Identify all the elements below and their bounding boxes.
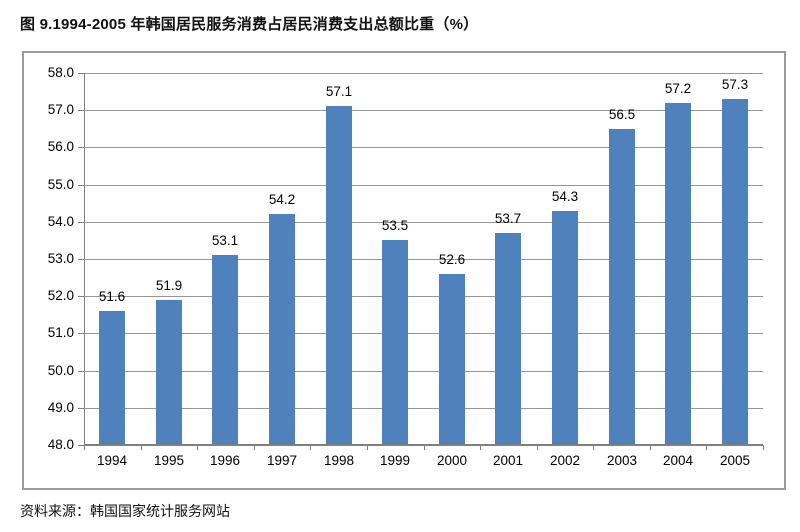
y-axis-tick-label: 50.0 xyxy=(47,363,74,378)
x-axis-category-label: 2004 xyxy=(662,453,694,468)
bar xyxy=(212,255,238,445)
y-gridline xyxy=(84,222,763,223)
bar-data-label: 54.3 xyxy=(551,189,579,204)
y-axis-tick xyxy=(78,445,84,446)
y-axis-tick xyxy=(78,371,84,372)
x-axis-category-label: 1996 xyxy=(209,453,241,468)
bar-data-label: 53.7 xyxy=(494,211,522,226)
bar-data-label: 57.3 xyxy=(721,77,749,92)
figure-source-note: 资料来源：韩国国家统计服务网站 xyxy=(20,503,230,519)
bar-data-label: 54.2 xyxy=(268,192,296,207)
y-axis-tick-label: 57.0 xyxy=(47,102,74,117)
x-axis-tick xyxy=(706,445,707,450)
y-axis-tick-label: 48.0 xyxy=(47,437,74,452)
y-gridline xyxy=(84,296,763,297)
y-axis-tick xyxy=(78,408,84,409)
bar-data-label: 52.6 xyxy=(438,252,466,267)
y-axis-line xyxy=(84,73,85,445)
x-axis-category-label: 1994 xyxy=(96,453,128,468)
x-axis-tick xyxy=(424,445,425,450)
y-gridline xyxy=(84,333,763,334)
x-axis-line xyxy=(84,444,763,446)
y-gridline xyxy=(84,73,763,74)
x-axis-category-label: 1999 xyxy=(379,453,411,468)
y-gridline xyxy=(84,185,763,186)
bar xyxy=(382,240,408,445)
y-axis-tick-label: 52.0 xyxy=(47,288,74,303)
bar xyxy=(269,214,295,445)
y-axis-tick xyxy=(78,110,84,111)
y-axis-tick xyxy=(78,73,84,74)
figure-title: 图 9.1994-2005 年韩国居民服务消费占居民消费支出总额比重（%） xyxy=(20,16,479,33)
bar xyxy=(609,129,635,445)
x-axis-tick xyxy=(254,445,255,450)
y-axis-tick xyxy=(78,296,84,297)
y-axis-tick-label: 49.0 xyxy=(47,400,74,415)
y-gridline xyxy=(84,371,763,372)
bar-data-label: 51.6 xyxy=(98,289,126,304)
y-gridline xyxy=(84,259,763,260)
bar xyxy=(439,274,465,445)
bar xyxy=(552,211,578,445)
bar-data-label: 56.5 xyxy=(608,107,636,122)
x-axis-category-label: 1995 xyxy=(153,453,185,468)
bar-data-label: 53.1 xyxy=(211,233,239,248)
x-axis-category-label: 2005 xyxy=(719,453,751,468)
x-axis-tick xyxy=(537,445,538,450)
bar xyxy=(99,311,125,445)
y-axis-tick-label: 55.0 xyxy=(47,177,74,192)
bar xyxy=(495,233,521,445)
bar xyxy=(665,103,691,445)
x-axis-category-label: 2002 xyxy=(549,453,581,468)
x-axis-tick xyxy=(141,445,142,450)
bar-data-label: 53.5 xyxy=(381,218,409,233)
y-axis-tick xyxy=(78,147,84,148)
y-axis-tick-label: 53.0 xyxy=(47,251,74,266)
y-axis-tick-label: 56.0 xyxy=(47,139,74,154)
y-axis-tick xyxy=(78,259,84,260)
x-axis-category-label: 2003 xyxy=(606,453,638,468)
bar xyxy=(722,99,748,445)
bar-data-label: 57.1 xyxy=(325,84,353,99)
y-axis-tick xyxy=(78,333,84,334)
x-axis-tick xyxy=(763,445,764,450)
bar xyxy=(156,300,182,445)
bar-chart: 48.0 49.0 50.0 51.0 52.0 53.0 54.0 55.0 56.0 57.0… xyxy=(22,51,786,490)
x-axis-tick xyxy=(650,445,651,450)
y-gridline xyxy=(84,408,763,409)
x-axis-category-label: 1998 xyxy=(323,453,355,468)
bar xyxy=(326,106,352,445)
x-axis-category-label: 2001 xyxy=(492,453,524,468)
x-axis-category-label: 1997 xyxy=(266,453,298,468)
bar-data-label: 57.2 xyxy=(664,81,692,96)
bar-data-label: 51.9 xyxy=(155,278,183,293)
y-axis-tick-label: 54.0 xyxy=(47,214,74,229)
x-axis-tick xyxy=(84,445,85,450)
x-axis-tick xyxy=(310,445,311,450)
y-axis-tick xyxy=(78,222,84,223)
y-axis-tick-label: 51.0 xyxy=(47,325,74,340)
x-axis-category-label: 2000 xyxy=(436,453,468,468)
y-gridline xyxy=(84,147,763,148)
x-axis-tick xyxy=(593,445,594,450)
y-axis-tick-label: 58.0 xyxy=(47,65,74,80)
x-axis-tick xyxy=(197,445,198,450)
x-axis-tick xyxy=(367,445,368,450)
x-axis-tick xyxy=(480,445,481,450)
y-axis-tick xyxy=(78,185,84,186)
y-gridline xyxy=(84,110,763,111)
